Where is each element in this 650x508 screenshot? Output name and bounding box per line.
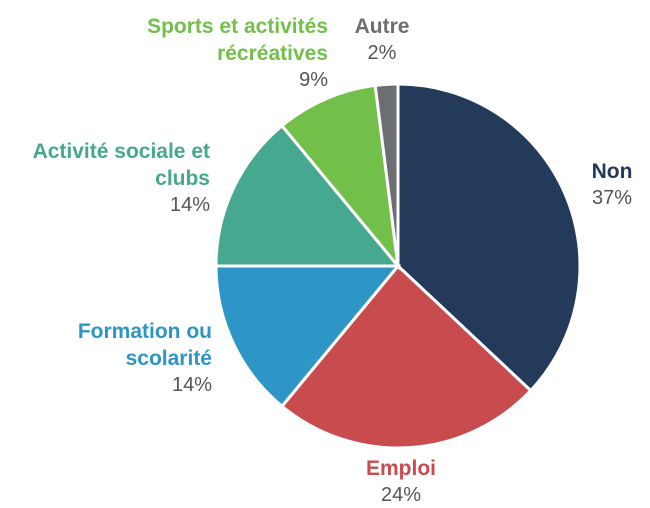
value-label: 24% [380,484,422,506]
category-label: Sports et activités récréatives [147,15,328,65]
slice-label: Autre 2% [332,13,432,67]
slice-label: Emploi 24% [321,455,481,508]
slice [214,123,402,268]
category-label: Emploi [365,457,436,480]
slice [279,263,533,450]
value-label: 14% [171,374,212,396]
value-label: 14% [169,194,210,216]
category-label: Formation ou scolarité [77,320,212,370]
slice-label: Non 37% [552,158,650,212]
category-label: Activité sociale et clubs [32,140,210,190]
slice [396,82,582,393]
slice [279,83,401,271]
category-label: Non [591,160,633,183]
value-label: 37% [591,187,633,209]
slice-label: Activité sociale et clubs 14% [10,138,210,219]
slice-label: Formation ou scolarité 14% [67,318,212,399]
category-label: Autre [354,15,410,38]
slice [373,82,400,267]
slice [214,264,402,409]
value-label: 2% [367,42,397,64]
slice-label: Sports et activités récréatives 9% [78,13,328,94]
value-label: 9% [299,69,328,91]
